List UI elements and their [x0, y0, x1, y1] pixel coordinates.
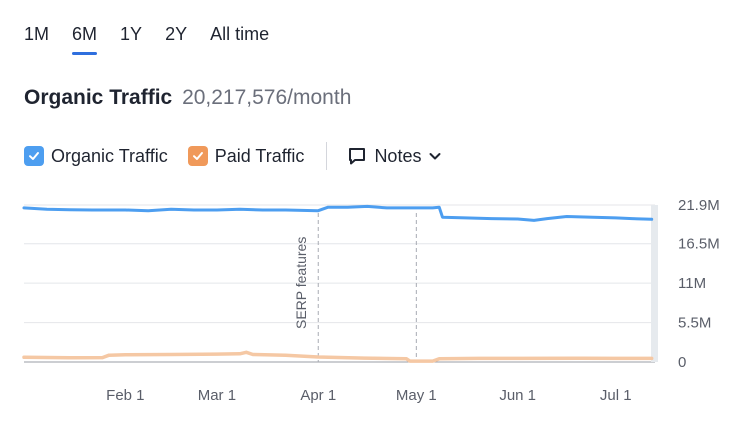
paid-checkbox-icon[interactable]	[187, 146, 208, 166]
x-tick-label: Mar 1	[198, 387, 236, 404]
range-handle	[651, 205, 658, 362]
x-tick-label: Apr 1	[300, 387, 336, 404]
period-tabs: 1M 6M 1Y 2Y All time	[24, 24, 292, 55]
legend-item-organic[interactable]: Organic Traffic	[24, 146, 168, 167]
tab-1m[interactable]: 1M	[24, 24, 50, 44]
chevron-down-icon	[429, 153, 441, 160]
annotation-label: SERP features	[293, 237, 309, 329]
metric-unit: /month	[287, 86, 352, 109]
chart-legend: Organic Traffic Paid Traffic Notes	[24, 142, 442, 170]
x-tick-label: Jun 1	[499, 387, 536, 404]
tab-2y[interactable]: 2Y	[165, 24, 188, 44]
comment-icon	[349, 148, 366, 165]
y-tick-label: 0	[678, 354, 686, 371]
x-tick-label: Jul 1	[600, 387, 632, 404]
organic-traffic-chart[interactable]: 21.9M 16.5M 11M 5.5M 0 Feb 1 Mar 1 Apr 1 May 1 Ju…	[0, 190, 750, 420]
legend-label-paid: Paid Traffic	[214, 145, 305, 166]
legend-label-organic: Organic Traffic	[51, 145, 168, 166]
tab-all-time[interactable]: All time	[210, 24, 270, 44]
page-title: Organic Traffic 20,217,576/month	[24, 86, 351, 110]
metric-value: 20,217,576	[182, 86, 288, 109]
y-tick-label: 21.9M	[678, 197, 720, 214]
y-tick-label: 5.5M	[678, 315, 711, 332]
notes-dropdown[interactable]: Notes	[347, 146, 442, 167]
organic-checkbox-icon[interactable]	[24, 146, 44, 166]
metric-title: Organic Traffic	[24, 86, 173, 109]
tab-6m[interactable]: 6M	[72, 24, 98, 55]
legend-divider	[326, 142, 328, 170]
x-tick-label: May 1	[396, 387, 437, 404]
paid-traffic-line	[22, 350, 654, 363]
notes-label: Notes	[374, 145, 422, 166]
x-tick-label: Feb 1	[106, 387, 144, 404]
y-tick-label: 16.5M	[678, 236, 720, 253]
organic-traffic-line	[22, 204, 654, 222]
legend-item-paid[interactable]: Paid Traffic	[187, 145, 305, 167]
y-tick-label: 11M	[678, 275, 706, 292]
tab-1y[interactable]: 1Y	[120, 24, 143, 44]
